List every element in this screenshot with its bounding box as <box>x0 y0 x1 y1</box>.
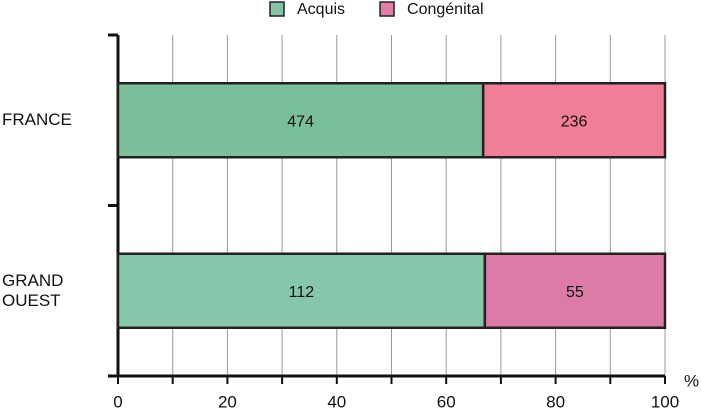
data-label: 112 <box>289 284 315 301</box>
bar-segment <box>481 82 667 159</box>
x-tick-label: 40 <box>327 392 346 411</box>
x-tick-label: 60 <box>437 392 456 411</box>
y-tick-label: GRAND OUEST <box>2 270 64 310</box>
data-label: 55 <box>566 284 584 301</box>
x-tick-label: 100 <box>651 392 679 411</box>
y-tick-label: FRANCE <box>2 110 72 130</box>
x-tick-label: 0 <box>113 392 122 411</box>
data-label: 474 <box>287 113 314 130</box>
data-label: 236 <box>561 113 588 130</box>
bar-segment <box>483 252 667 329</box>
legend-label: Congénital <box>407 1 484 18</box>
x-tick-label: 20 <box>218 392 237 411</box>
legend-label: Acquis <box>297 1 345 18</box>
x-axis-label: % <box>684 371 699 390</box>
x-tick-label: 80 <box>546 392 565 411</box>
legend-swatch <box>269 1 285 17</box>
legend-swatch <box>379 1 395 17</box>
bar-segment <box>116 252 487 329</box>
